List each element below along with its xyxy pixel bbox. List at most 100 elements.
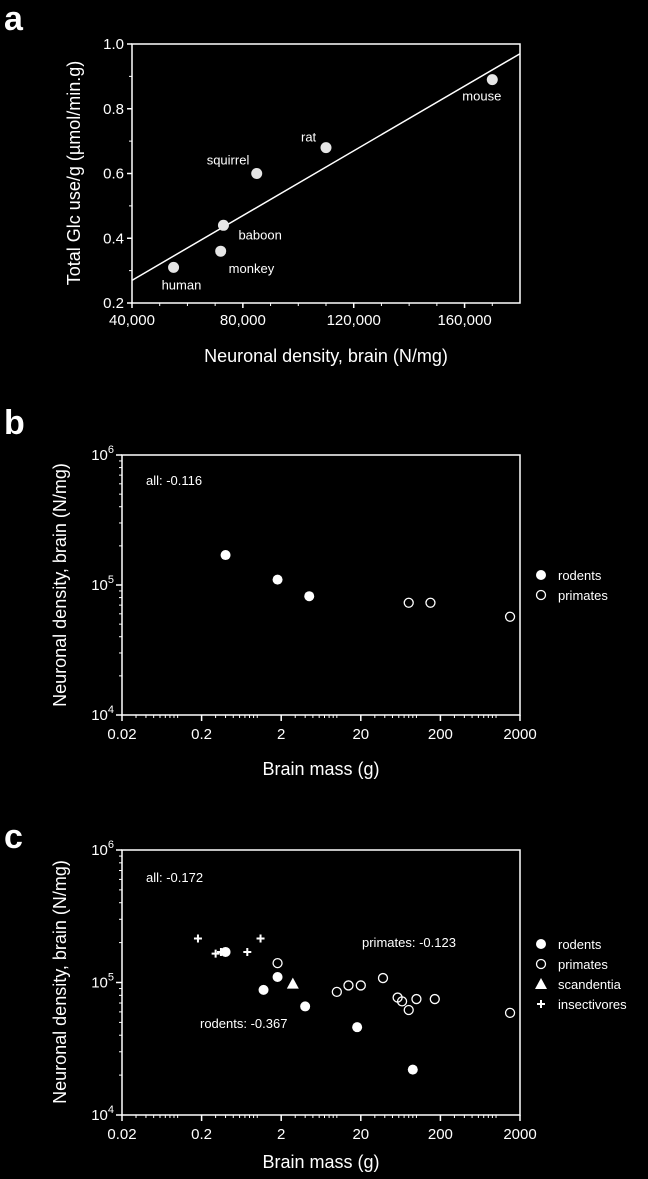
regression-line	[131, 53, 521, 281]
data-point-primates	[377, 972, 389, 984]
x-tick-label: 40,000	[109, 312, 155, 329]
data-point-rodents	[220, 550, 231, 561]
x-axis-title-b: Brain mass (g)	[262, 759, 379, 779]
annotation-all-c: all: -0.172	[146, 870, 203, 885]
data-point-primates	[403, 597, 414, 608]
data-point-primates	[504, 1007, 516, 1019]
legend-marker-rodents	[536, 939, 546, 949]
point-label-mouse: mouse	[462, 89, 501, 104]
data-point-insectivores	[256, 934, 265, 943]
x-tick-label: 20	[352, 1126, 369, 1143]
y-tick-label: 105	[91, 972, 114, 992]
data-point-rodents	[272, 574, 283, 585]
legend-marker-rodents	[536, 570, 546, 580]
x-tick-label: 0.2	[191, 726, 212, 743]
point-label-human: human	[162, 277, 202, 292]
point-label-monkey: monkey	[229, 261, 275, 276]
x-tick-label: 20	[352, 726, 369, 743]
plot-frame-c	[121, 849, 521, 1116]
legend-label-rodents: rodents	[558, 937, 602, 952]
data-point-insectivores	[216, 947, 225, 956]
data-point-insectivores	[243, 947, 252, 956]
data-point-squirrel	[251, 168, 263, 179]
x-tick-label: 0.2	[191, 1126, 212, 1143]
point-label-baboon: baboon	[238, 227, 281, 242]
data-point-primates	[504, 611, 516, 622]
x-tick-label: 200	[428, 1126, 453, 1143]
y-tick-label: 104	[91, 704, 114, 724]
x-axis-title-a: Neuronal density, brain (N/mg)	[204, 346, 448, 366]
data-point-primates	[425, 597, 436, 608]
x-tick-label: 120,000	[327, 312, 381, 329]
data-point-primates	[403, 1004, 414, 1016]
legend-marker-insectivores	[537, 1000, 545, 1008]
data-point-insectivores	[211, 949, 220, 958]
x-tick-label: 160,000	[437, 312, 491, 329]
data-point-primates	[411, 993, 422, 1005]
x-tick-label: 2000	[503, 1126, 536, 1143]
y-tick-label: 0.2	[103, 295, 124, 312]
plot-frame-b	[121, 454, 521, 716]
data-point-rat	[320, 142, 332, 154]
y-tick-label: 105	[91, 574, 114, 594]
panel-label-b: b	[4, 404, 25, 442]
y-tick-label: 0.6	[103, 166, 124, 183]
data-point-rodents	[258, 984, 269, 995]
annotation-all-b: all: -0.116	[146, 473, 202, 488]
y-tick-label: 0.4	[103, 230, 124, 247]
x-tick-label: 2000	[503, 726, 536, 743]
data-point-rodents	[272, 972, 283, 983]
legend-label-insectivores: insectivores	[558, 997, 627, 1012]
x-tick-label: 0.02	[107, 726, 136, 743]
data-point-primates	[331, 986, 342, 998]
legend-label-scandentia: scandentia	[558, 977, 622, 992]
data-point-primates	[272, 957, 283, 969]
data-point-rodents	[304, 591, 315, 602]
y-tick-label: 1.0	[103, 36, 124, 53]
legend-label-primates: primates	[558, 588, 608, 603]
panel-c: c Brain mass (g) Neuronal density, brain…	[4, 818, 627, 1172]
point-label-squirrel: squirrel	[207, 153, 250, 168]
data-point-monkey	[215, 245, 227, 257]
data-point-primates	[429, 993, 440, 1005]
data-point-primates	[343, 980, 354, 991]
data-point-insectivores	[193, 934, 202, 943]
data-point-mouse	[486, 74, 498, 86]
point-label-rat: rat	[301, 130, 317, 145]
data-point-human	[168, 261, 180, 273]
data-point-primates	[396, 996, 408, 1007]
y-tick-label: 106	[91, 839, 114, 859]
data-point-scandentia	[286, 977, 299, 989]
y-axis-title-b: Neuronal density, brain (N/mg)	[50, 463, 70, 707]
x-tick-label: 80,000	[220, 312, 266, 329]
y-axis-title-a: Total Glc use/g (µmol/min.g)	[64, 61, 84, 285]
legend-label-rodents: rodents	[558, 568, 602, 583]
panel-a: a Neuronal density, brain (N/mg) Total G…	[4, 0, 521, 366]
data-point-primates	[355, 980, 366, 991]
data-point-rodents	[220, 946, 231, 957]
panel-label-c: c	[4, 818, 23, 856]
annotation-rodents-c: rodents: -0.367	[200, 1016, 287, 1031]
y-tick-label: 106	[91, 444, 114, 464]
annotation-primates-c: primates: -0.123	[362, 935, 456, 950]
legend-marker-scandentia	[535, 978, 547, 989]
panel-label-a: a	[4, 0, 24, 38]
data-point-rodents	[352, 1022, 363, 1033]
x-tick-label: 200	[428, 726, 453, 743]
y-tick-label: 104	[91, 1104, 114, 1124]
x-tick-label: 0.02	[107, 1126, 136, 1143]
y-tick-label: 0.8	[103, 101, 124, 118]
legend-marker-primates	[535, 589, 547, 601]
y-axis-title-c: Neuronal density, brain (N/mg)	[50, 860, 70, 1104]
x-axis-title-c: Brain mass (g)	[262, 1152, 379, 1172]
legend-label-primates: primates	[558, 957, 608, 972]
x-tick-label: 2	[277, 726, 285, 743]
data-point-rodents	[407, 1064, 418, 1075]
panel-b: b Brain mass (g) Neuronal density, brain…	[4, 404, 608, 779]
data-point-rodents	[300, 1001, 311, 1012]
legend-marker-primates	[535, 958, 547, 970]
plot-frame-a	[131, 43, 521, 304]
data-point-baboon	[217, 219, 229, 231]
x-tick-label: 2	[277, 1126, 285, 1143]
